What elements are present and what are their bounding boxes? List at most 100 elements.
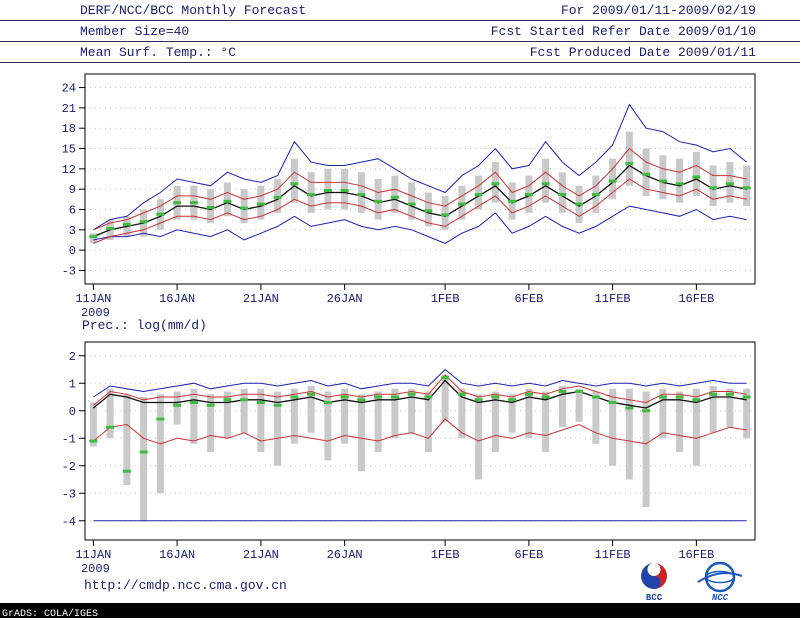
y-tick-label: 1 xyxy=(69,377,76,391)
x-tick-label: 21JAN xyxy=(243,292,279,306)
x-axis-year-label: 2009 xyxy=(81,306,110,318)
ensemble-spread-bar xyxy=(374,179,382,220)
ensemble-spread-bar xyxy=(240,388,248,433)
ensemble-spread-bar xyxy=(123,394,131,485)
precip-chart-title: Prec.: log(mm/d) xyxy=(82,318,207,333)
x-tick-label: 16FEB xyxy=(678,292,714,306)
y-tick-label: -2 xyxy=(62,460,76,474)
y-tick-label: 15 xyxy=(62,143,76,157)
ensemble-spread-bar xyxy=(357,394,365,472)
ensemble-spread-bar xyxy=(625,131,633,186)
temp-chart-title: Mean Surf. Temp.: °C xyxy=(80,45,237,60)
ensemble-spread-bar xyxy=(709,386,717,433)
x-tick-label: 16FEB xyxy=(678,548,714,562)
precipitation-plot: -4 -3 -2 -1 0 1 2 11JAN 16JAN 21JAN 26JAN 1FEB 6FEB 1… xyxy=(62,341,756,574)
ensemble-spread-bar xyxy=(726,388,734,428)
header-row-1: DERF/NCC/BCC Monthly Forecast For 2009/0… xyxy=(0,0,800,21)
page-title: DERF/NCC/BCC Monthly Forecast xyxy=(80,3,307,18)
ensemble-spread-bar xyxy=(173,391,181,425)
ensemble-spread-bar xyxy=(441,375,449,422)
ensemble-spread-bar xyxy=(692,388,700,466)
ensemble-spread-bar xyxy=(458,388,466,439)
ensemble-spread-bar xyxy=(207,394,215,452)
y-tick-label: 0 xyxy=(69,405,76,419)
x-tick-label: 11JAN xyxy=(75,292,111,306)
ensemble-spread-bar xyxy=(290,388,298,444)
y-tick-label: 9 xyxy=(69,183,76,197)
ensemble-spread-bar xyxy=(89,402,97,447)
bcc-logo-blue-swirl xyxy=(641,563,661,589)
grads-credit-text: GrADS: COLA/IGES xyxy=(2,609,99,618)
ensemble-spread-bar xyxy=(89,233,97,244)
x-tick-label: 1FEB xyxy=(431,292,460,306)
ensemble-spread-bar xyxy=(508,394,516,433)
plot-border xyxy=(84,341,756,541)
ensemble-spread-bar xyxy=(190,388,198,444)
ncc-logo-swoosh xyxy=(697,572,743,583)
x-tick-label: 16JAN xyxy=(159,548,195,562)
series-lower-spread xyxy=(93,178,747,244)
ensemble-spread-bar xyxy=(408,182,416,220)
x-tick-label: 26JAN xyxy=(327,292,363,306)
ensemble-spread-bar xyxy=(223,391,231,439)
x-tick-label: 11JAN xyxy=(75,548,111,562)
plot-border xyxy=(84,73,756,285)
ensemble-spread-bar xyxy=(575,388,583,422)
ncc-logo: NCC xyxy=(697,561,743,602)
y-tick-label: 3 xyxy=(69,224,76,238)
header: DERF/NCC/BCC Monthly Forecast For 2009/0… xyxy=(0,0,800,63)
ensemble-spread-bar xyxy=(441,195,449,230)
ensemble-spread-bar xyxy=(491,391,499,452)
x-tick-label: 11FEB xyxy=(595,548,631,562)
surface-temperature-plot: -3 0 3 6 9 12 15 18 21 24 11JAN 16JAN 21JAN 26JAN 1FEB… xyxy=(62,73,756,318)
y-tick-label: -3 xyxy=(62,487,76,501)
y-tick-label: 18 xyxy=(62,122,76,136)
ensemble-spread-bar xyxy=(659,388,667,439)
ensemble-spread-bar xyxy=(642,148,650,196)
ensemble-spread-bar xyxy=(391,388,399,439)
ensemble-spread-bar xyxy=(558,386,566,428)
ensemble-spread-bar xyxy=(240,189,248,224)
y-tick-label: 24 xyxy=(62,82,76,96)
header-row-2: Member Size=40 Fcst Started Refer Date 2… xyxy=(0,21,800,42)
x-tick-label: 1FEB xyxy=(431,548,460,562)
y-tick-label: -3 xyxy=(62,264,76,278)
ensemble-spread-bar xyxy=(676,391,684,452)
bcc-logo: BCC xyxy=(641,563,667,602)
y-tick-label: -4 xyxy=(62,515,76,529)
y-tick-label: 12 xyxy=(62,163,76,177)
series-ensemble-mean xyxy=(93,164,747,238)
ensemble-spread-bar xyxy=(625,388,633,480)
ensemble-spread-bar xyxy=(659,155,667,200)
ensemble-spread-bar xyxy=(290,158,298,203)
y-tick-label: 6 xyxy=(69,203,76,217)
ncc-logo-globe xyxy=(704,561,736,593)
series-upper-spread xyxy=(93,147,747,231)
produced-date-label: Fcst Produced Date 2009/01/11 xyxy=(529,45,756,60)
ensemble-spread-bar xyxy=(324,391,332,461)
ensemble-spread-bar xyxy=(307,172,315,213)
x-tick-label: 26JAN xyxy=(327,548,363,562)
precipitation-chart: -4 -3 -2 -1 0 1 2 11JAN 16JAN 21JAN 26JAN 1FEB 6FEB 1… xyxy=(62,341,756,574)
series-ensemble-max xyxy=(93,103,747,231)
ensemble-spread-bar xyxy=(374,391,382,452)
ensemble-spread-bar xyxy=(475,394,483,480)
ensemble-spread-bar xyxy=(609,388,617,466)
series-ensemble-mean xyxy=(92,379,747,409)
grads-credit-strip: GrADS: COLA/IGES xyxy=(0,603,800,618)
x-axis-year-label: 2009 xyxy=(81,562,110,574)
ensemble-spread-bar xyxy=(558,172,566,213)
bcc-logo-label: BCC xyxy=(646,593,663,602)
ensemble-spread-bar xyxy=(676,158,684,203)
ensemble-spread-bar xyxy=(609,158,617,200)
ensemble-spread-bar xyxy=(341,388,349,444)
y-tick-label: 0 xyxy=(69,244,76,258)
source-url: http://cmdp.ncc.cma.gov.cn xyxy=(84,578,287,593)
ensemble-spread-bar xyxy=(307,386,315,433)
ensemble-spread-bar xyxy=(274,391,282,466)
ncc-logo-label: NCC xyxy=(712,593,729,602)
x-tick-label: 16JAN xyxy=(159,292,195,306)
x-tick-label: 6FEB xyxy=(514,548,543,562)
series-ensemble-min xyxy=(93,205,747,244)
